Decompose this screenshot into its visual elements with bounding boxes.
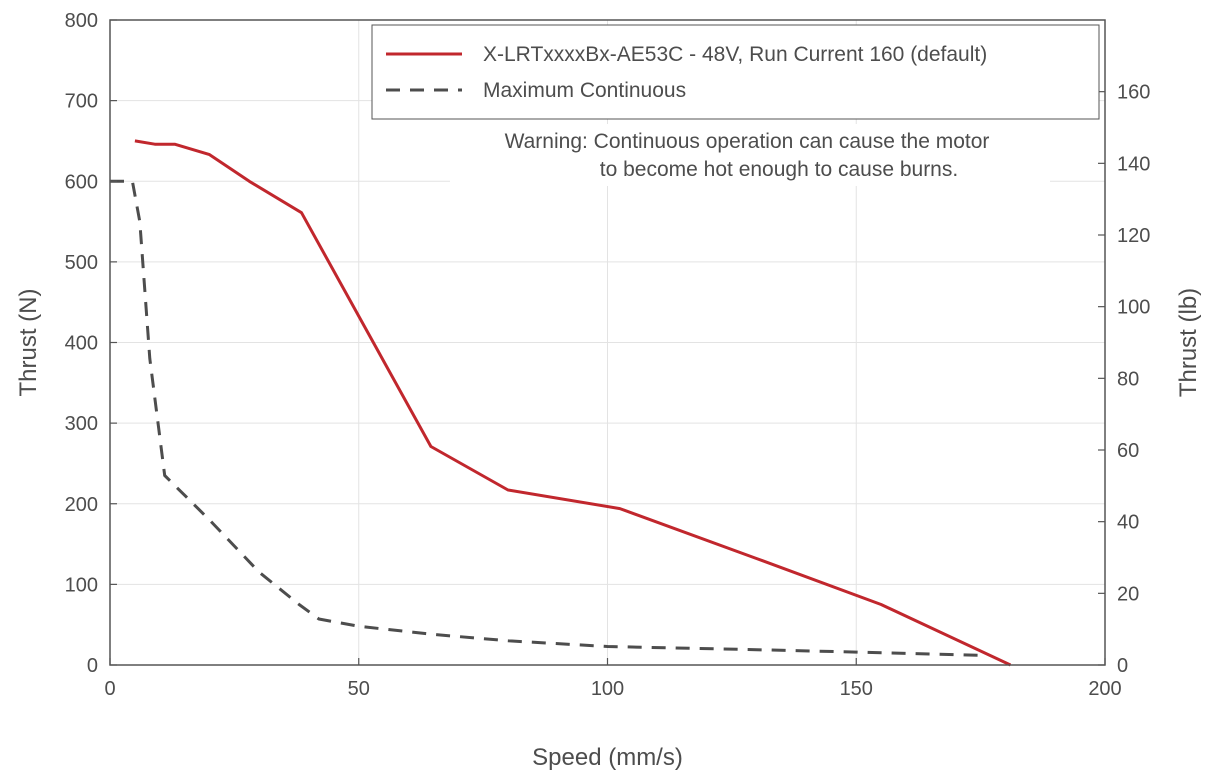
y-axis-right-label: Thrust (lb): [1175, 288, 1202, 397]
warning-line-2: to become hot enough to cause burns.: [600, 158, 958, 181]
warning-annotation: Warning: Continuous operation can cause …: [450, 124, 1050, 186]
y2-tick-label: 60: [1117, 440, 1139, 462]
y-tick-label: 800: [65, 10, 98, 32]
warning-background: [450, 124, 1050, 186]
legend-label-motor: X-LRTxxxxBx-AE53C - 48V, Run Current 160…: [483, 43, 987, 66]
x-axis-label: Speed (mm/s): [532, 744, 683, 771]
series-line-1: [110, 179, 981, 657]
y2-tick-label: 0: [1117, 655, 1128, 677]
x-tick-label: 0: [104, 678, 115, 700]
x-tick-label: 100: [591, 678, 624, 700]
x-tick-label: 150: [840, 678, 873, 700]
x-tick-label: 50: [348, 678, 370, 700]
tick-labels: 0 50 100 150 2000100200300400500600700800020…: [65, 10, 1151, 700]
y-tick-label: 600: [65, 171, 98, 193]
legend-box: [371, 24, 1100, 120]
y-tick-label: 300: [65, 413, 98, 435]
series-lines: [109, 139, 1012, 667]
y-tick-label: 200: [65, 494, 98, 516]
y2-tick-label: 160: [1117, 82, 1150, 104]
y2-tick-label: 20: [1117, 583, 1139, 605]
legend: X-LRTxxxxBx-AE53C - 48V, Run Current 160…: [371, 24, 1100, 120]
y2-tick-label: 40: [1117, 512, 1139, 534]
y2-tick-label: 120: [1117, 225, 1150, 247]
series-line-0: [134, 139, 1012, 667]
y-tick-label: 100: [65, 574, 98, 596]
warning-line-1: Warning: Continuous operation can cause …: [505, 130, 990, 153]
x-tick-label: 200: [1088, 678, 1121, 700]
y2-tick-label: 100: [1117, 297, 1150, 319]
y2-tick-label: 80: [1117, 368, 1139, 390]
legend-label-max-continuous: Maximum Continuous: [483, 79, 686, 102]
y-tick-label: 0: [87, 655, 98, 677]
y-tick-label: 500: [65, 252, 98, 274]
y2-tick-label: 140: [1117, 153, 1150, 175]
y-axis-left-label: Thrust (N): [15, 289, 42, 397]
y-tick-label: 700: [65, 91, 98, 113]
y-tick-label: 400: [65, 333, 98, 355]
